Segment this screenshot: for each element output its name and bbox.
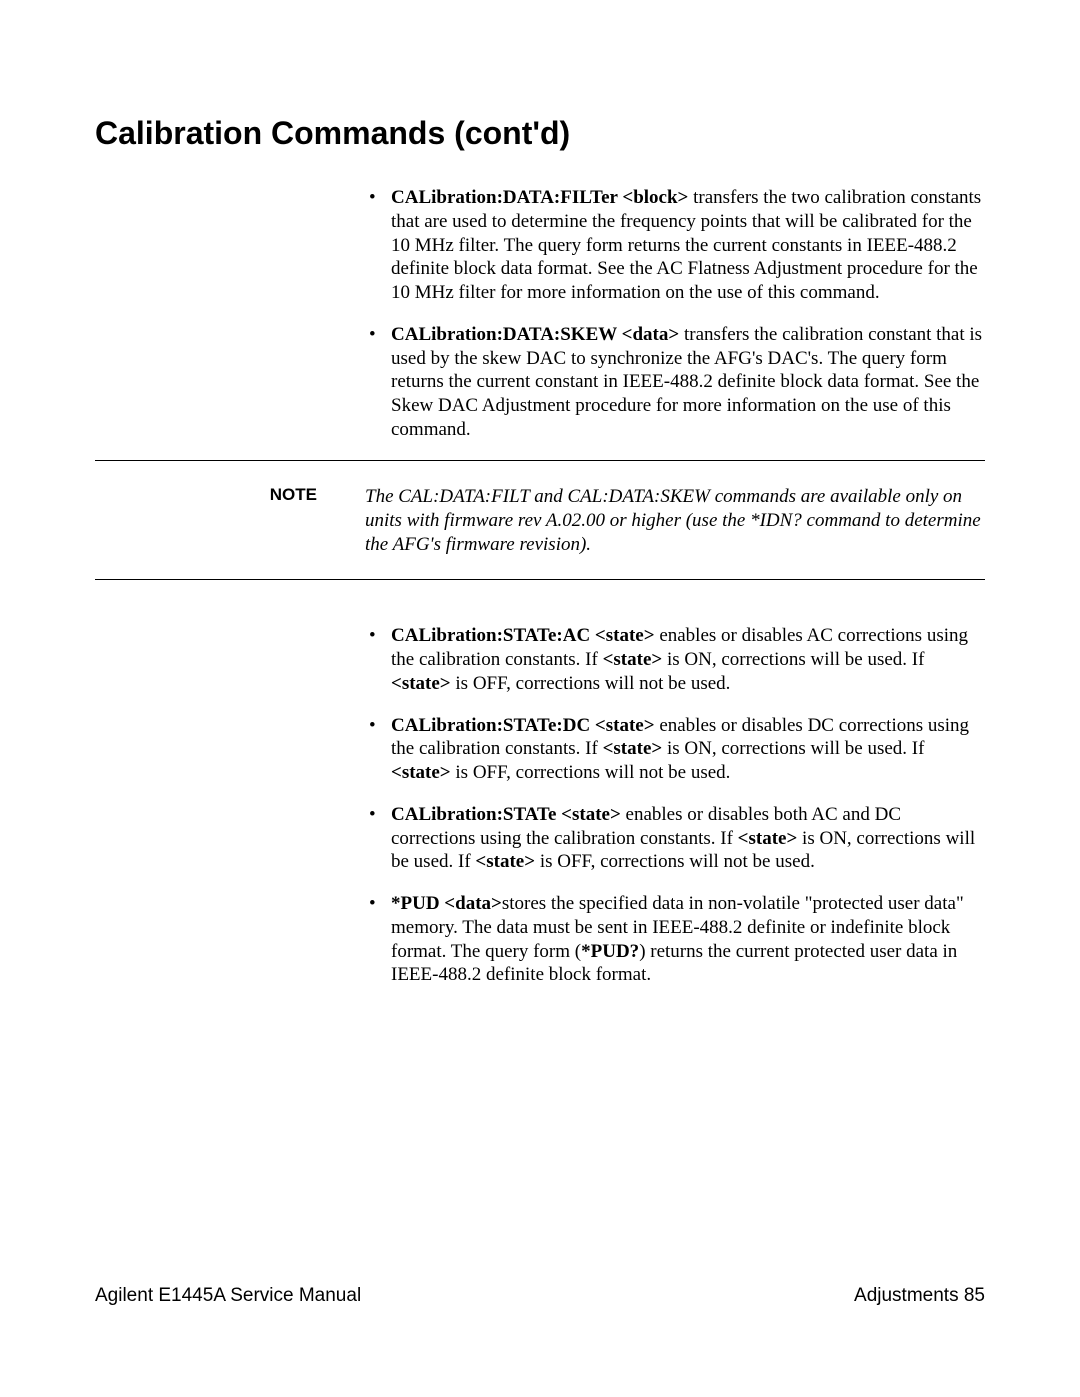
note-body: The CAL:DATA:FILT and CAL:DATA:SKEW comm…: [365, 461, 985, 580]
command-name: CALibration:STATe:AC <state>: [391, 625, 655, 646]
left-col-empty-bottom: [95, 580, 365, 1005]
list-item: *PUD <data>stores the specified data in …: [365, 892, 985, 987]
list-item: CALibration:STATe <state> enables or dis…: [365, 803, 985, 874]
state-param: <state>: [603, 738, 663, 759]
text-seg: is ON, corrections will be used. If: [662, 649, 924, 670]
text-seg: is OFF, corrections will not be used.: [451, 762, 731, 783]
text-seg: is OFF, corrections will not be used.: [451, 673, 731, 694]
command-name: CALibration:DATA:SKEW <data>: [391, 324, 679, 345]
page: Calibration Commands (cont'd) CALibratio…: [0, 0, 1080, 1397]
note-label: NOTE: [95, 461, 365, 580]
bullet-list-top: CALibration:DATA:FILTer <block> transfer…: [365, 186, 985, 442]
state-param: <state>: [391, 673, 451, 694]
left-col-empty-top: [95, 186, 365, 460]
command-name: CALibration:STATe <state>: [391, 804, 621, 825]
list-item: CALibration:DATA:FILTer <block> transfer…: [365, 186, 985, 305]
list-item: CALibration:DATA:SKEW <data> transfers t…: [365, 323, 985, 442]
command-name: *PUD <data>: [391, 893, 502, 914]
state-param: <state>: [391, 762, 451, 783]
state-param: <state>: [475, 851, 535, 872]
query-name: *PUD?: [581, 941, 639, 962]
state-param: <state>: [603, 649, 663, 670]
text-seg: is OFF, corrections will not be used.: [535, 851, 815, 872]
command-name: CALibration:STATe:DC <state>: [391, 715, 655, 736]
state-param: <state>: [738, 828, 798, 849]
page-footer: Agilent E1445A Service Manual Adjustment…: [95, 1285, 985, 1307]
top-bullets: CALibration:DATA:FILTer <block> transfer…: [365, 186, 985, 460]
bottom-bullets: CALibration:STATe:AC <state> enables or …: [365, 580, 985, 1005]
list-item: CALibration:STATe:AC <state> enables or …: [365, 624, 985, 695]
list-item: CALibration:STATe:DC <state> enables or …: [365, 714, 985, 785]
footer-left: Agilent E1445A Service Manual: [95, 1285, 361, 1307]
bullet-list-bottom: CALibration:STATe:AC <state> enables or …: [365, 624, 985, 987]
spacer: [365, 580, 985, 624]
text-seg: is ON, corrections will be used. If: [662, 738, 924, 759]
footer-right: Adjustments 85: [854, 1285, 985, 1307]
page-title: Calibration Commands (cont'd): [95, 115, 985, 152]
content-grid: CALibration:DATA:FILTer <block> transfer…: [95, 186, 985, 1005]
command-name: CALibration:DATA:FILTer <block>: [391, 187, 688, 208]
